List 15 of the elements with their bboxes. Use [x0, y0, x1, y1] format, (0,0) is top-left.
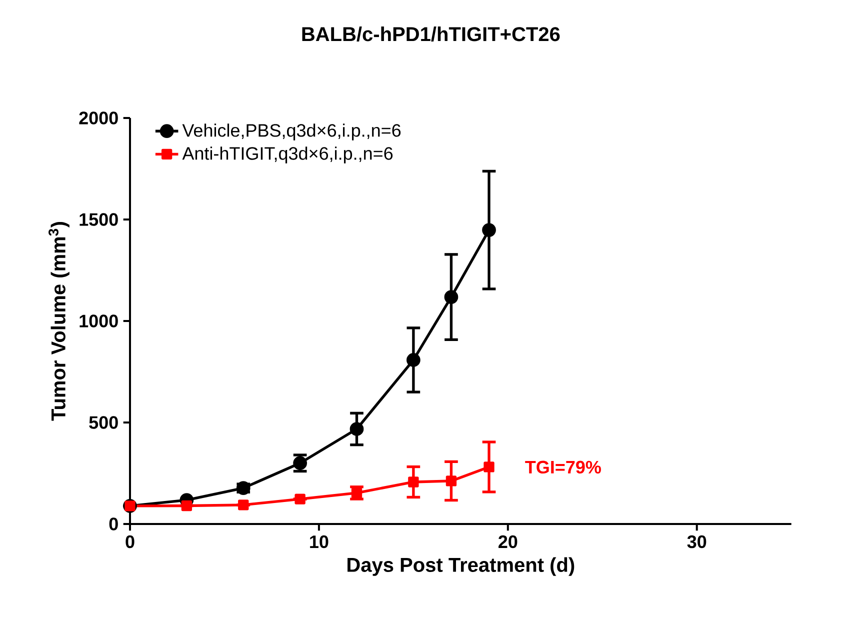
x-axis-title: Days Post Treatment (d) — [348, 557, 574, 576]
legend-label: Anti-hTIGIT,q3d×6,i.p.,n=6 — [182, 146, 393, 164]
y-tick-label: 1000 — [80, 314, 118, 328]
y-tick-label: 0 — [109, 518, 118, 530]
y-axis-title: Tumor Volume (mm$^{3}$) — [48, 222, 70, 421]
y-tick-label: 1500 — [80, 213, 118, 226]
x-tick-label: 10 — [310, 535, 328, 548]
x-tick-label: 20 — [498, 535, 518, 548]
x-tick-label: 30 — [687, 535, 706, 548]
y-tick-label: 2000 — [79, 112, 118, 124]
legend-label: Vehicle,PBS,q3d×6,i.p.,n=6 — [182, 124, 401, 140]
chart-title: BALB/c-hPD1/hTIGIT+CT26 — [302, 26, 560, 42]
y-tick-label: 500 — [89, 416, 118, 429]
x-tick-label: 0 — [126, 535, 134, 548]
annotation: TGI=79% — [525, 460, 601, 474]
